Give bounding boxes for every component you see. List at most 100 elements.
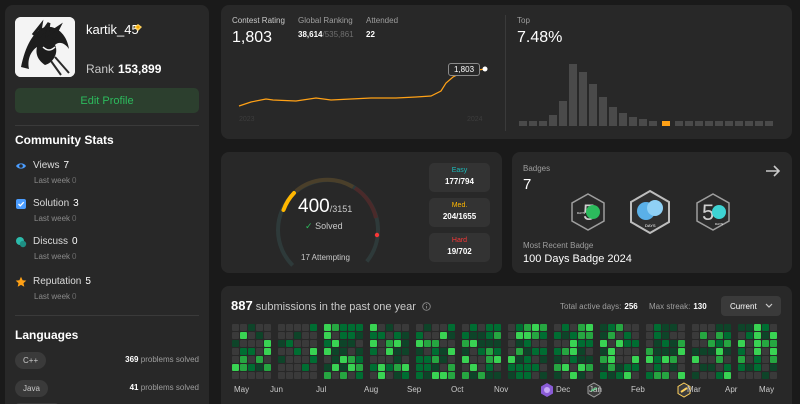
heatmap-cell[interactable]	[616, 324, 623, 331]
heatmap-cell[interactable]	[378, 348, 385, 355]
heatmap-cell[interactable]	[662, 364, 669, 371]
heatmap-cell[interactable]	[770, 364, 777, 371]
heatmap-cell[interactable]	[692, 324, 699, 331]
heatmap-cell[interactable]	[754, 348, 761, 355]
heatmap-cell[interactable]	[462, 372, 469, 379]
heatmap-cell[interactable]	[608, 372, 615, 379]
badge-50-days-2024-icon[interactable]: 5 DAYS	[694, 192, 732, 232]
heatmap-cell[interactable]	[340, 364, 347, 371]
heatmap-cell[interactable]	[524, 348, 531, 355]
heatmap-cell[interactable]	[586, 356, 593, 363]
heatmap-cell[interactable]	[646, 332, 653, 339]
heatmap-cell[interactable]	[746, 356, 753, 363]
heatmap-cell[interactable]	[608, 332, 615, 339]
heatmap-cell[interactable]	[770, 356, 777, 363]
heatmap-cell[interactable]	[770, 340, 777, 347]
heatmap-cell[interactable]	[586, 340, 593, 347]
heatmap-cell[interactable]	[462, 340, 469, 347]
heatmap-cell[interactable]	[248, 372, 255, 379]
heatmap-cell[interactable]	[762, 324, 769, 331]
heatmap-cell[interactable]	[440, 364, 447, 371]
heatmap-cell[interactable]	[554, 356, 561, 363]
heatmap-cell[interactable]	[486, 364, 493, 371]
heatmap-cell[interactable]	[348, 364, 355, 371]
heatmap-cell[interactable]	[516, 356, 523, 363]
heatmap-cell[interactable]	[578, 340, 585, 347]
info-icon[interactable]	[422, 302, 431, 311]
heatmap-cell[interactable]	[370, 356, 377, 363]
heatmap-cell[interactable]	[624, 340, 631, 347]
heatmap-cell[interactable]	[578, 348, 585, 355]
heatmap-cell[interactable]	[340, 356, 347, 363]
heatmap-cell[interactable]	[278, 340, 285, 347]
difficulty-hard[interactable]: Hard 19/702	[429, 233, 490, 262]
heatmap-cell[interactable]	[240, 348, 247, 355]
heatmap-cell[interactable]	[248, 364, 255, 371]
heatmap-cell[interactable]	[402, 332, 409, 339]
heatmap-cell[interactable]	[264, 348, 271, 355]
heatmap-cell[interactable]	[440, 340, 447, 347]
heatmap-cell[interactable]	[692, 332, 699, 339]
heatmap-cell[interactable]	[678, 324, 685, 331]
heatmap-cell[interactable]	[554, 340, 561, 347]
heatmap-cell[interactable]	[462, 348, 469, 355]
heatmap-cell[interactable]	[256, 332, 263, 339]
heatmap-cell[interactable]	[424, 372, 431, 379]
heatmap-cell[interactable]	[278, 348, 285, 355]
heatmap-cell[interactable]	[716, 332, 723, 339]
heatmap-cell[interactable]	[738, 324, 745, 331]
heatmap-cell[interactable]	[324, 372, 331, 379]
heatmap-cell[interactable]	[478, 372, 485, 379]
heatmap-cell[interactable]	[248, 356, 255, 363]
heatmap-cell[interactable]	[540, 324, 547, 331]
heatmap-cell[interactable]	[478, 348, 485, 355]
heatmap-cell[interactable]	[416, 324, 423, 331]
heatmap-cell[interactable]	[754, 340, 761, 347]
heatmap-cell[interactable]	[310, 356, 317, 363]
heatmap-cell[interactable]	[738, 372, 745, 379]
heatmap-cell[interactable]	[278, 332, 285, 339]
heatmap-cell[interactable]	[386, 356, 393, 363]
heatmap-cell[interactable]	[578, 356, 585, 363]
heatmap-cell[interactable]	[394, 372, 401, 379]
heatmap-cell[interactable]	[240, 372, 247, 379]
heatmap-cell[interactable]	[394, 348, 401, 355]
heatmap-cell[interactable]	[470, 340, 477, 347]
heatmap-cell[interactable]	[754, 372, 761, 379]
heatmap-cell[interactable]	[356, 348, 363, 355]
difficulty-medium[interactable]: Med. 204/1655	[429, 198, 490, 227]
heatmap-cell[interactable]	[264, 364, 271, 371]
heatmap-cell[interactable]	[646, 340, 653, 347]
heatmap-cell[interactable]	[762, 356, 769, 363]
heatmap-cell[interactable]	[724, 332, 731, 339]
heatmap-cell[interactable]	[692, 364, 699, 371]
heatmap-cell[interactable]	[232, 332, 239, 339]
arrow-right-icon[interactable]	[765, 164, 781, 178]
heatmap-cell[interactable]	[616, 348, 623, 355]
heatmap-cell[interactable]	[402, 364, 409, 371]
heatmap-cell[interactable]	[578, 324, 585, 331]
rating-distribution-histogram[interactable]	[517, 55, 779, 129]
heatmap-cell[interactable]	[678, 340, 685, 347]
heatmap-cell[interactable]	[310, 372, 317, 379]
heatmap-cell[interactable]	[554, 372, 561, 379]
heatmap-cell[interactable]	[486, 348, 493, 355]
heatmap-cell[interactable]	[264, 340, 271, 347]
heatmap-cell[interactable]	[424, 364, 431, 371]
heatmap-cell[interactable]	[378, 356, 385, 363]
heatmap-cell[interactable]	[256, 372, 263, 379]
language-chip[interactable]: C++	[15, 352, 47, 369]
heatmap-cell[interactable]	[478, 356, 485, 363]
heatmap-cell[interactable]	[494, 372, 501, 379]
heatmap-cell[interactable]	[516, 340, 523, 347]
heatmap-cell[interactable]	[670, 356, 677, 363]
heatmap-cell[interactable]	[340, 340, 347, 347]
heatmap-cell[interactable]	[402, 324, 409, 331]
heatmap-cell[interactable]	[616, 356, 623, 363]
heatmap-cell[interactable]	[416, 356, 423, 363]
heatmap-cell[interactable]	[424, 340, 431, 347]
heatmap-cell[interactable]	[386, 340, 393, 347]
heatmap-cell[interactable]	[402, 356, 409, 363]
heatmap-cell[interactable]	[256, 364, 263, 371]
heatmap-cell[interactable]	[302, 356, 309, 363]
